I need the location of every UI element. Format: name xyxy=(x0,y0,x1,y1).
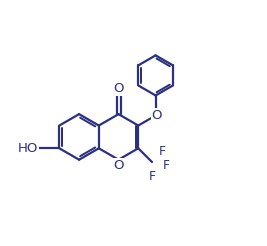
Text: HO: HO xyxy=(18,142,38,155)
Text: O: O xyxy=(113,82,124,95)
Text: F: F xyxy=(159,145,166,158)
Text: F: F xyxy=(163,159,170,172)
Text: O: O xyxy=(152,109,162,122)
Text: O: O xyxy=(113,159,124,172)
Text: F: F xyxy=(148,170,155,183)
